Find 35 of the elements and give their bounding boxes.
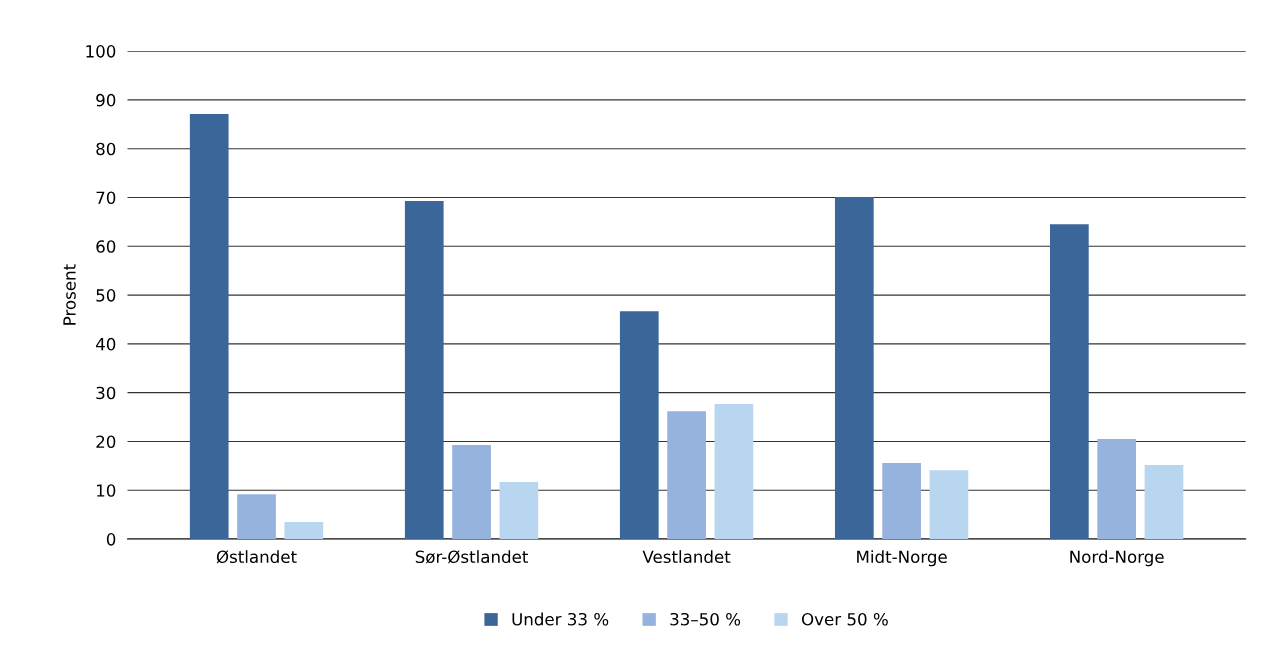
x-tick-label: Sør-Østlandet — [415, 550, 528, 564]
bar — [882, 462, 921, 540]
legend-label: Over 50 % — [801, 612, 888, 626]
y-tick-label: 90 — [96, 93, 116, 107]
bar — [284, 521, 324, 540]
y-tick-label: 60 — [96, 240, 116, 253]
bar — [667, 411, 706, 540]
bar — [452, 444, 491, 540]
bar — [1049, 224, 1089, 540]
bar — [189, 114, 229, 540]
bar — [714, 403, 754, 540]
bar — [619, 311, 659, 540]
x-tick-label: Midt-Norge — [857, 550, 947, 567]
bar — [1144, 464, 1184, 540]
y-tick-label: 100 — [86, 45, 116, 58]
y-tick-label: 50 — [96, 289, 116, 302]
legend-label: 33–50 % — [670, 612, 741, 626]
x-tick-label: Østlandet — [216, 550, 297, 564]
bar — [1097, 439, 1137, 540]
x-tick-label: Nord-Norge — [1070, 550, 1164, 567]
bar — [404, 200, 444, 540]
y-tick-label: 80 — [96, 142, 116, 156]
y-tick-label: 30 — [96, 386, 116, 400]
y-tick-label: 10 — [97, 484, 116, 497]
y-axis-title: Prosent — [63, 264, 76, 325]
y-tick-label: 70 — [96, 191, 116, 205]
y-tick-label: 20 — [96, 435, 116, 449]
y-tick-label: 0 — [106, 533, 116, 546]
x-tick-label: Vestlandet — [642, 550, 731, 564]
bar — [237, 494, 276, 540]
bar — [929, 470, 969, 540]
legend-label: Under 33 % — [512, 612, 609, 626]
bar — [499, 481, 539, 540]
y-tick-label: 40 — [96, 337, 116, 351]
bar — [834, 196, 874, 540]
